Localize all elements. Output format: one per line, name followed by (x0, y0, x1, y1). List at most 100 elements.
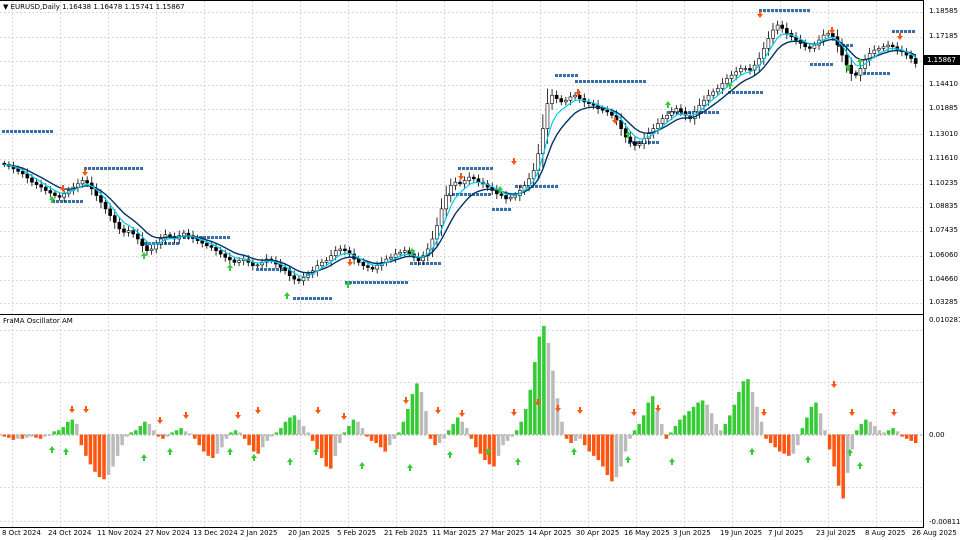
oscillator-bar (247, 434, 251, 446)
signal-dot (484, 193, 487, 196)
signal-dot (80, 200, 83, 203)
oscillator-bar (29, 434, 34, 437)
candle-body (112, 215, 117, 223)
candle-body (854, 73, 858, 76)
candle-body (168, 234, 172, 237)
candle-body (333, 250, 338, 256)
oscillator-bar (238, 432, 242, 435)
signal-dot (500, 208, 503, 211)
oscillator-bar (147, 423, 152, 435)
signal-dot (883, 72, 886, 75)
candle-body (149, 248, 154, 251)
signal-dot (124, 167, 127, 170)
signal-dot (92, 167, 95, 170)
buy-arrow-icon (407, 464, 413, 471)
candle-body (205, 242, 209, 246)
price-label: 1.11610 (929, 154, 958, 162)
candle-body (343, 248, 347, 251)
signal-dot (42, 130, 45, 133)
signal-dot (583, 80, 586, 83)
oscillator-bar (392, 434, 397, 439)
candle-body (743, 68, 748, 70)
buy-arrow-icon (571, 448, 577, 455)
dropdown-triangle-icon[interactable]: ▼ (3, 3, 9, 11)
candle-body (361, 262, 366, 267)
signal-dot (519, 185, 522, 188)
buy-arrow-icon (49, 196, 55, 203)
oscillator-bar (220, 434, 224, 448)
oscillator-bar (523, 408, 528, 435)
signal-dot (464, 193, 467, 196)
signal-dot (410, 262, 413, 265)
candle-body (628, 136, 633, 143)
candle-body (508, 196, 513, 200)
signal-dot (803, 9, 806, 12)
signal-dot (405, 281, 408, 284)
price-label: 1.06060 (929, 251, 958, 259)
candle-body (877, 48, 881, 51)
signal-dot (822, 63, 825, 66)
candle-body (803, 43, 808, 48)
candle-body (301, 277, 306, 282)
oscillator-bar (156, 434, 161, 437)
signal-dot (740, 91, 743, 94)
signal-dot (309, 297, 312, 300)
oscillator-bar (628, 434, 632, 439)
time-label: 8 Aug 2025 (865, 529, 906, 537)
signal-dot (563, 74, 566, 77)
time-label: 14 Apr 2025 (528, 529, 572, 537)
signal-dot (256, 268, 259, 271)
signal-dot (668, 111, 671, 114)
signal-dot (112, 167, 115, 170)
oscillator-bar (619, 434, 623, 467)
signal-dot (176, 242, 179, 245)
candle-body (909, 54, 913, 59)
time-label: 21 Feb 2025 (384, 529, 428, 537)
buy-arrow-icon (515, 458, 521, 465)
oscillator-bar (519, 421, 523, 435)
signal-dot (140, 167, 143, 170)
oscillator-bar (211, 434, 215, 458)
oscillator-bar (850, 434, 855, 450)
candle-body (76, 183, 80, 188)
candle-body (232, 259, 237, 263)
signal-dot (795, 9, 798, 12)
sell-arrow-icon (69, 406, 75, 413)
candle-body (209, 245, 214, 248)
signal-dot (900, 30, 903, 33)
oscillator-bar (669, 432, 673, 435)
signal-dot (260, 268, 263, 271)
signal-dot (818, 63, 821, 66)
symbol-header-text: EURUSD,Daily 1.16438 1.16478 1.15741 1.1… (10, 3, 185, 11)
candle-body (568, 96, 573, 101)
signal-dot (515, 185, 518, 188)
oscillator-bar (655, 411, 660, 435)
buy-arrow-icon (625, 131, 631, 138)
oscillator-bar (165, 434, 170, 437)
sell-arrow-icon (435, 407, 441, 414)
signal-dot (369, 281, 372, 284)
candle-body (591, 103, 596, 106)
oscillator-bar (143, 421, 147, 435)
oscillator-bar (297, 419, 301, 435)
signal-dot (381, 281, 384, 284)
buy-arrow-icon (345, 281, 351, 288)
candle-body (292, 275, 297, 280)
oscillator-bar (306, 432, 310, 435)
signal-dot (152, 242, 155, 245)
candle-body (435, 225, 439, 240)
oscillator-bar (782, 434, 786, 454)
candle-body (223, 253, 228, 258)
oscillator-bar (505, 434, 510, 441)
oscillator-bar (233, 430, 238, 435)
candle-body (559, 98, 564, 103)
candle-body (145, 245, 149, 251)
oscillator-bar (365, 434, 369, 437)
candle-body (448, 185, 453, 196)
oscillator-bar (120, 434, 124, 446)
candle-body (734, 71, 738, 76)
candle-body (545, 103, 550, 129)
sell-arrow-icon (511, 158, 517, 165)
signal-dot (826, 63, 829, 66)
